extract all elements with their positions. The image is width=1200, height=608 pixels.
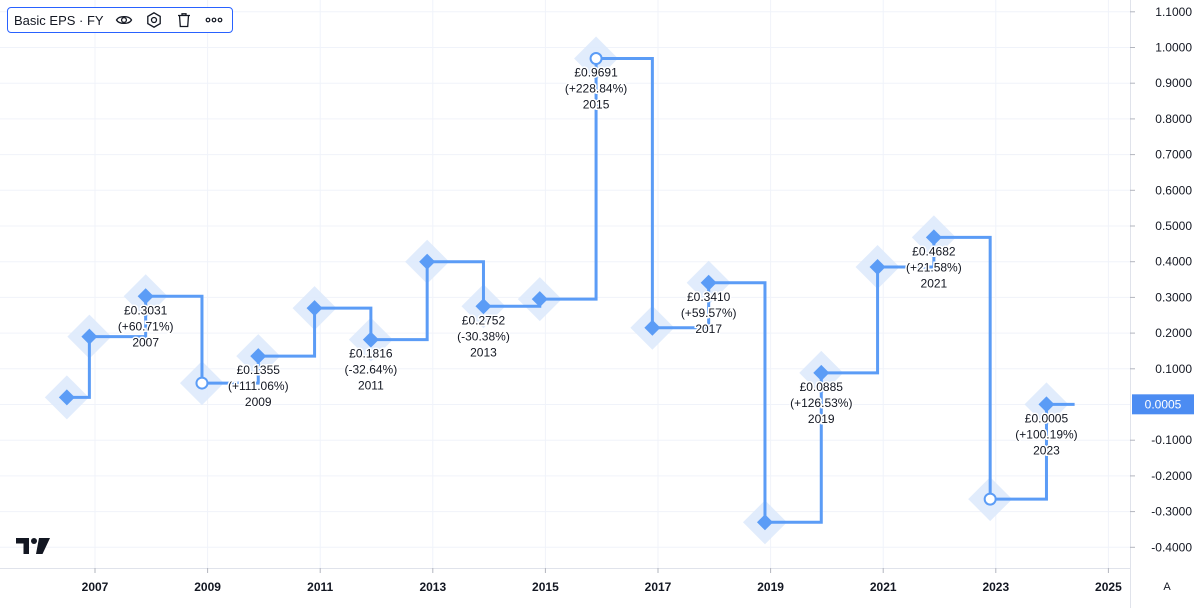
data-label: 2019: [808, 412, 835, 426]
y-tick-label: 0.8000: [1155, 112, 1192, 126]
data-point: [81, 328, 98, 345]
data-label: (-30.38%): [457, 329, 510, 343]
y-axis[interactable]: 1.1000 1.0000 0.9000 0.8000 0.7000 0.6000 0.50…: [1130, 5, 1192, 555]
y-tick-label: -0.2000: [1151, 469, 1192, 483]
eye-icon[interactable]: [114, 10, 134, 30]
data-point: [58, 389, 75, 406]
y-tick-label: -0.3000: [1151, 505, 1192, 519]
data-point: [700, 274, 717, 291]
x-tick-label: 2023: [982, 580, 1009, 594]
grid: [0, 0, 1130, 568]
data-point: [869, 259, 886, 276]
y-tick-label: 0.2000: [1155, 326, 1192, 340]
x-tick-label: 2007: [82, 580, 109, 594]
x-tick-label: 2019: [757, 580, 784, 594]
data-point: [1038, 396, 1055, 413]
data-point: [925, 229, 942, 246]
x-tick-label: 2025: [1095, 580, 1122, 594]
data-label: 2021: [921, 276, 948, 290]
data-point: [813, 364, 830, 381]
y-tick-label: 0.9000: [1155, 76, 1192, 90]
data-label: (-32.64%): [345, 363, 398, 377]
data-point: [419, 253, 436, 270]
data-label: (+100.19%): [1015, 427, 1077, 441]
point-halos: [44, 36, 1069, 545]
current-value-box: [1132, 394, 1194, 415]
data-label: 2017: [695, 322, 722, 336]
data-point: [644, 319, 661, 336]
eps-series: [66, 57, 1075, 524]
data-label: 2009: [245, 395, 272, 409]
data-label: £0.1816: [349, 347, 393, 361]
data-label: 2011: [358, 379, 384, 393]
data-label: £0.1355: [237, 363, 281, 377]
data-label: £0.3410: [687, 290, 731, 304]
data-label: (+59.57%): [681, 306, 737, 320]
current-value-tag: 0.0005: [1132, 394, 1194, 415]
data-label: (+126.53%): [790, 396, 852, 410]
x-tick-label: 2017: [645, 580, 672, 594]
y-tick-label: 0.5000: [1155, 219, 1192, 233]
y-tick-label: -0.4000: [1151, 540, 1192, 554]
legend-title: Basic EPS · FY: [14, 12, 104, 28]
hollow-point: [983, 492, 997, 506]
data-labels: £0.3031 (+60.71%) 2007 £0.1355 (+111.06%) 200…: [116, 64, 1079, 459]
y-tick-label: 0.4000: [1155, 255, 1192, 269]
data-point: [531, 291, 548, 308]
y-tick-label: 1.0000: [1155, 41, 1192, 55]
series-line: [66, 57, 1075, 524]
hollow-point: [589, 52, 603, 66]
data-label: 2015: [583, 98, 610, 112]
data-point: [475, 298, 492, 315]
data-label: £0.2752: [462, 313, 506, 327]
data-label: (+60.71%): [118, 319, 174, 333]
tradingview-logo[interactable]: [16, 538, 52, 559]
data-label: (+21.58%): [906, 260, 962, 274]
data-label: 2007: [132, 335, 159, 349]
x-tick-label: 2009: [194, 580, 221, 594]
data-label: £0.3031: [124, 303, 168, 317]
hollow-point: [195, 376, 209, 390]
data-points: [58, 52, 1055, 531]
x-tick-label: 2015: [532, 580, 559, 594]
data-label: (+111.06%): [228, 379, 289, 393]
data-label: 2013: [470, 345, 497, 359]
x-tick-label: 2013: [419, 580, 446, 594]
legend-box[interactable]: Basic EPS · FY: [7, 7, 233, 33]
data-point: [137, 288, 154, 305]
y-tick-label: 0.1000: [1155, 362, 1192, 376]
more-icon[interactable]: [204, 10, 224, 30]
x-tick-label: 2021: [870, 580, 897, 594]
y-tick-label: -0.1000: [1151, 433, 1192, 447]
auto-scale-button[interactable]: A: [1163, 581, 1171, 593]
x-axis[interactable]: 2007 2009 2011 2013 2015 2017 2019 2021 2023 2025: [82, 568, 1122, 594]
data-label: (+228.84%): [565, 82, 627, 96]
y-tick-label: 1.1000: [1155, 5, 1192, 19]
data-label: £0.0005: [1025, 411, 1069, 425]
data-point: [362, 331, 379, 348]
settings-icon[interactable]: [144, 10, 164, 30]
axes: [0, 0, 1131, 608]
data-label: £0.4682: [912, 244, 956, 258]
data-label: £0.0885: [800, 380, 844, 394]
data-point: [250, 348, 267, 365]
y-tick-label: 0.3000: [1155, 290, 1192, 304]
trash-icon[interactable]: [174, 10, 194, 30]
y-tick-label: 0.7000: [1155, 148, 1192, 162]
data-point: [756, 514, 773, 531]
x-tick-label: 2011: [307, 580, 333, 594]
y-tick-label: 0.6000: [1155, 183, 1192, 197]
data-point: [306, 300, 323, 317]
current-value-label: 0.0005: [1145, 397, 1182, 411]
data-label: 2023: [1033, 443, 1060, 457]
data-label: £0.9691: [574, 66, 618, 80]
